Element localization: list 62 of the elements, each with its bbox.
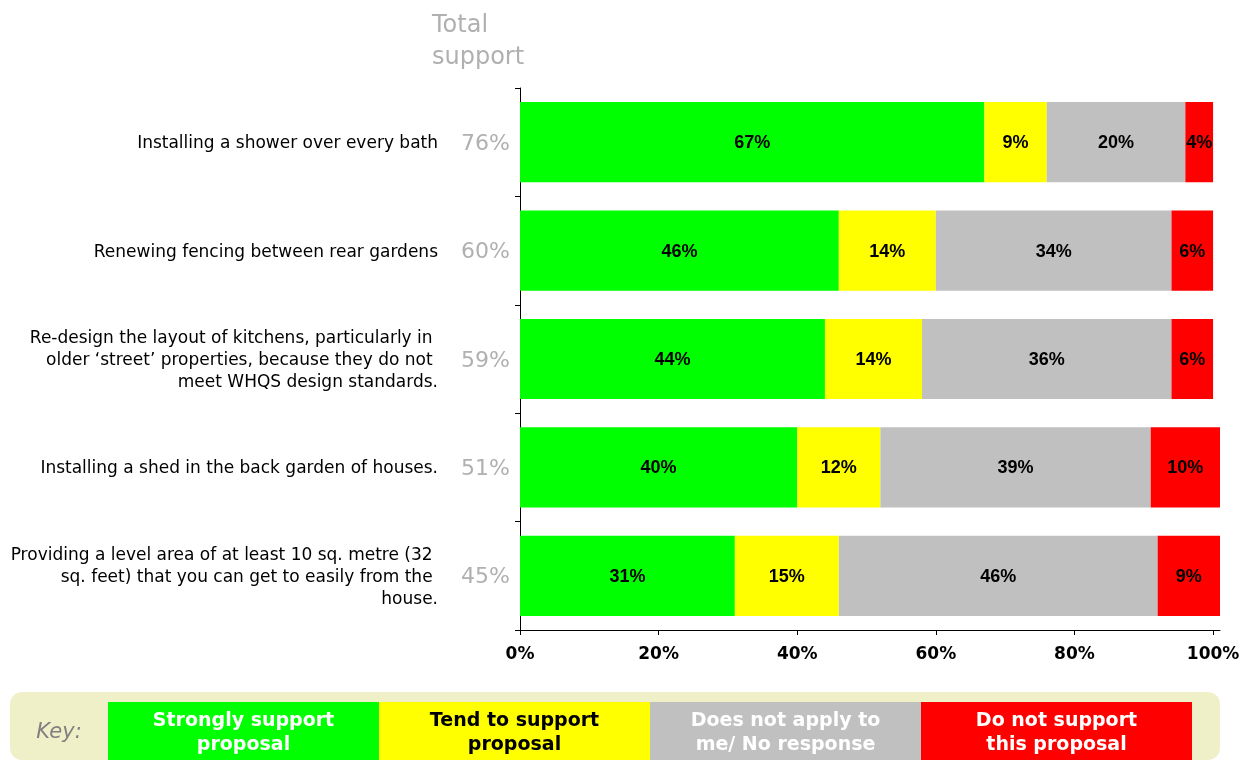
y-tick-label: Installing a shed in the back garden of houses.	[40, 457, 438, 478]
text: 60%	[461, 238, 510, 264]
x-tick-label: 80%	[1054, 642, 1095, 663]
data-label: 67%	[734, 132, 771, 153]
data-label: 44%	[654, 349, 691, 369]
text: 51%	[461, 454, 510, 480]
x-tick-label: 20%	[638, 642, 679, 663]
data-label: 40%	[640, 457, 677, 478]
data-label: 36%	[1028, 349, 1065, 369]
text: Tend to support proposal	[379, 702, 650, 760]
bar	[1171, 318, 1214, 400]
text: Does not apply to me/ No response	[650, 702, 921, 760]
bar	[824, 318, 922, 400]
bar	[520, 102, 985, 183]
y-tick-label: Renewing fencing between rear gardens	[93, 240, 439, 261]
y-tick-label: Providing a level area of at least 10 sq. metre (32 sq. feet) that you can get to easily from the house.	[10, 543, 438, 608]
bar	[880, 427, 1151, 508]
data-label: 9%	[1002, 132, 1029, 153]
data-label: 46%	[661, 240, 698, 261]
y-tick-label: Re-design the layout of kitchens, particularly in older ‘street’ properties, because they do not meet WHQS design standards.	[29, 327, 438, 391]
bar	[935, 210, 1172, 291]
bar	[520, 210, 839, 291]
bar	[797, 427, 881, 508]
y-tick-label: Installing a shower over every bath	[137, 132, 438, 153]
bar	[1046, 102, 1186, 183]
bar	[921, 318, 1172, 400]
x-tick-label: 40%	[776, 642, 818, 663]
bar	[838, 210, 936, 291]
bar	[1157, 535, 1220, 616]
bar	[520, 318, 825, 400]
bar	[734, 535, 839, 616]
data-label: 9%	[1175, 565, 1202, 586]
text: Do not support this proposal	[921, 702, 1192, 760]
text: 45%	[461, 563, 510, 589]
legend-title: Key:	[35, 718, 83, 745]
x-tick-label: 100%	[1186, 642, 1240, 663]
data-label: 4%	[1186, 132, 1213, 153]
bar	[984, 102, 1047, 183]
data-label: 12%	[820, 457, 857, 478]
data-label: 34%	[1035, 240, 1072, 261]
data-label: 15%	[768, 565, 805, 586]
bar	[520, 535, 735, 616]
data-label: 46%	[980, 565, 1017, 586]
text: 59%	[461, 346, 510, 372]
data-label: 10%	[1167, 457, 1204, 478]
data-label: 14%	[869, 240, 906, 261]
data-label: 31%	[609, 565, 646, 586]
x-tick-label: 0%	[505, 642, 535, 663]
x-tick-label: 60%	[915, 642, 957, 663]
bar	[1171, 210, 1214, 291]
bar	[838, 535, 1158, 616]
data-label: 6%	[1179, 240, 1206, 261]
bar	[520, 427, 798, 508]
data-label: 20%	[1098, 132, 1135, 153]
text: Strongly support proposal	[108, 702, 379, 760]
data-label: 14%	[855, 349, 892, 369]
text: 76%	[461, 129, 510, 155]
bar	[1185, 102, 1214, 183]
bar	[1150, 427, 1220, 508]
data-label: 6%	[1179, 349, 1206, 369]
text: Total support	[431, 10, 525, 70]
data-label: 39%	[997, 457, 1034, 478]
